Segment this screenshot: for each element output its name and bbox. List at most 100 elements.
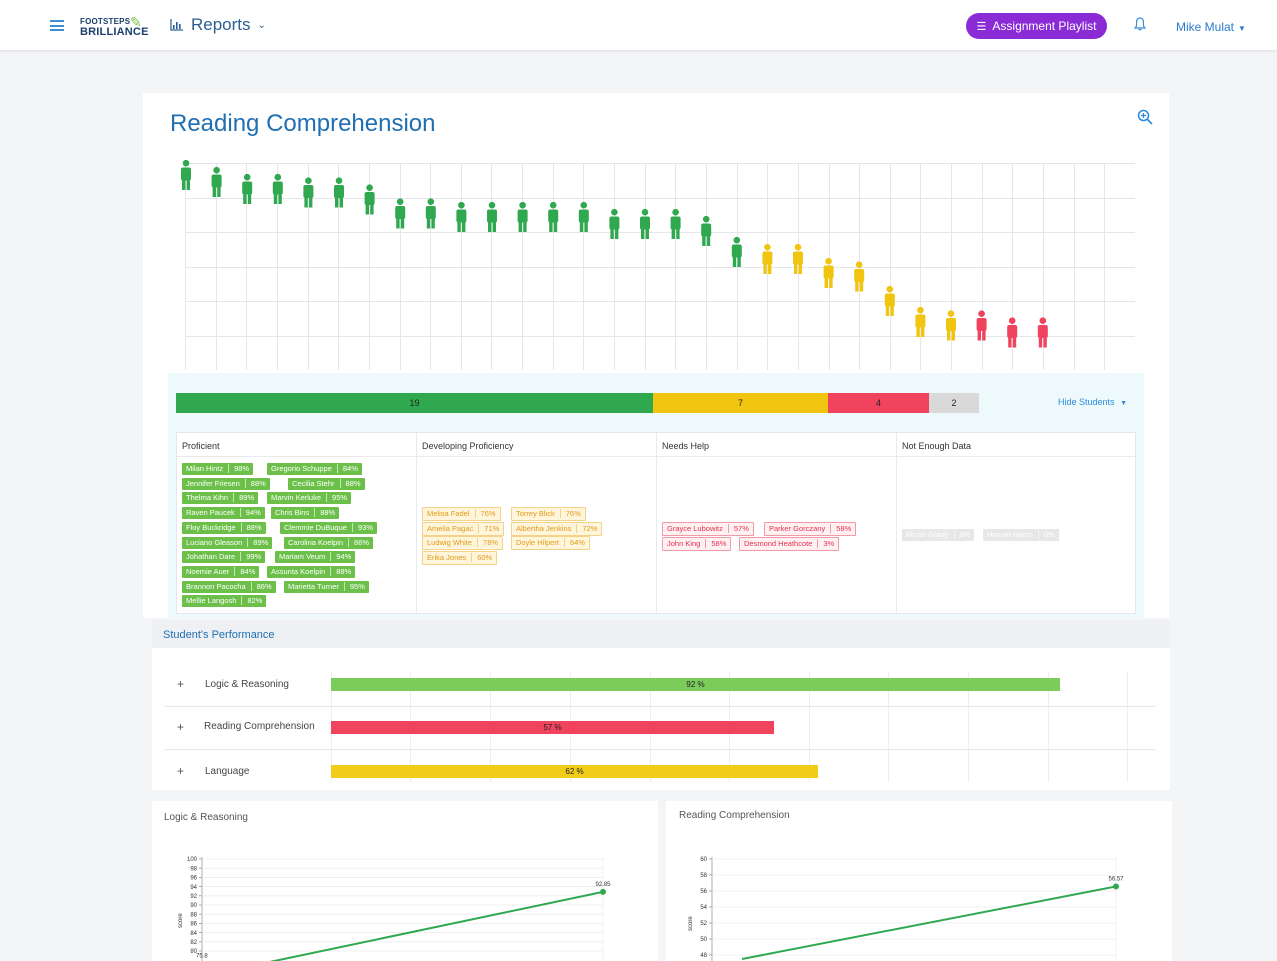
student-score: 93% [351, 522, 373, 532]
student-score: 86% [348, 537, 370, 547]
menu-icon[interactable] [50, 20, 64, 31]
student-chip[interactable]: Hyman Harris 0% [983, 529, 1059, 541]
student-name: Melisa Fadel [427, 509, 470, 518]
student-name: Cecilia Stehr [292, 478, 335, 488]
student-chip[interactable]: Raven Paucek 94% [182, 507, 265, 520]
student-chip[interactable]: Torrey Blick 76% [511, 507, 586, 521]
performance-bar-logic[interactable]: 92 % [331, 678, 1060, 691]
expand-logic-button[interactable]: + [177, 677, 185, 691]
y-tick-label: 48 [700, 953, 707, 959]
data-point[interactable] [600, 888, 606, 895]
student-score: 88% [339, 478, 361, 488]
hide-students-toggle[interactable]: Hide Students ▼ [1058, 397, 1127, 407]
student-chip[interactable]: Luciano Gleason 89% [182, 536, 273, 549]
student-name: Gregorio Schuppe [271, 464, 332, 473]
student-chip[interactable]: John King 58% [662, 536, 732, 551]
student-chip[interactable]: Floy Buckridge 88% [182, 521, 266, 534]
student-score: 84% [336, 464, 358, 473]
summary-bar-needs-help[interactable]: 4 [828, 393, 929, 413]
summary-bar-no-data[interactable]: 2 [929, 393, 979, 413]
student-chip[interactable]: Albertha Jenkins 72% [511, 521, 603, 536]
student-distribution-grid [185, 163, 1135, 370]
student-chip[interactable]: Noemie Auer 84% [182, 565, 260, 578]
bell-icon[interactable] [1133, 17, 1147, 36]
student-chip[interactable]: Carolina Koelpin 86% [284, 536, 374, 549]
series-line [741, 885, 1117, 960]
student-group-table: Proficient Milan Hintz 98% Gregorio Schupp… [176, 432, 1136, 614]
user-menu[interactable]: Mike Mulat ▼ [1176, 20, 1246, 34]
y-tick-label: 50 [700, 937, 707, 943]
student-name: John King [667, 538, 701, 548]
assignment-playlist-button[interactable]: ☰ Assignment Playlist [966, 13, 1107, 39]
student-chip[interactable]: Marvin Kerluke 95% [267, 492, 352, 505]
group-column-developing: Developing Proficiency Melisa Fadel 76% To… [417, 433, 657, 613]
student-chip[interactable]: Milan Hintz 98% [182, 463, 254, 475]
list-icon: ☰ [976, 20, 987, 33]
performance-bar-language[interactable]: 62 % [331, 765, 818, 778]
hide-students-label: Hide Students [1058, 397, 1115, 407]
student-chip[interactable]: Johathan Dare 99% [182, 551, 266, 564]
student-name: Johathan Dare [186, 552, 236, 562]
student-chip[interactable]: Grayce Lubowitz 57% [662, 522, 754, 536]
student-chip[interactable]: Melisa Fadel 76% [422, 507, 501, 521]
student-chip[interactable]: Jennifer Friesen 88% [182, 477, 270, 490]
student-score: 88% [240, 522, 262, 532]
mini-chart-card-reading: Reading Comprehension 60 58 56 54 52 50 48 scor… [666, 801, 1172, 961]
student-chip[interactable]: Brannon Pacocha 86% [182, 580, 276, 593]
data-point[interactable] [1113, 883, 1119, 890]
student-chip[interactable]: Parker Gorczany 58% [764, 522, 857, 536]
student-chip[interactable]: Ludwig White 78% [422, 536, 504, 551]
expand-reading-button[interactable]: + [177, 720, 185, 734]
student-name: Hyman Harris [987, 530, 1033, 539]
expand-language-button[interactable]: + [177, 764, 185, 778]
caret-down-icon: ▼ [1238, 24, 1246, 33]
student-chip[interactable]: Thelma Kihn 89% [182, 492, 259, 505]
data-label: 92.85 [595, 882, 611, 888]
logo-line1: FOOTSTEPS [80, 17, 131, 26]
mini-chart-logic: 100 98 96 94 92 90 88 86 84 82 80 score 92.85 75.8 [178, 857, 611, 961]
student-score: 71% [478, 523, 500, 533]
mini-chart-title-logic: Logic & Reasoning [164, 812, 248, 823]
student-chip[interactable]: Doyle Hilpert 64% [511, 536, 590, 551]
student-chip[interactable]: Mariam Veum 94% [275, 551, 356, 564]
student-chip[interactable]: Mellie Langosh 82% [182, 595, 267, 608]
student-chip[interactable]: Marietta Turner 95% [284, 580, 369, 593]
page-title: Reading Comprehension [170, 110, 436, 137]
student-score: 94% [239, 508, 261, 518]
group-header-proficient: Proficient [182, 441, 220, 451]
reports-menu[interactable]: Reports ⌄ [170, 15, 266, 35]
performance-bar-reading[interactable]: 57 % [331, 721, 774, 734]
student-chip[interactable]: Micah Grady 0% [902, 529, 975, 541]
student-chip[interactable]: Amelia Pagac 71% [422, 521, 505, 536]
mini-chart-card-logic: Logic & Reasoning 100 98 96 94 92 90 88 86 84 82 8… [152, 801, 658, 961]
summary-count-needs-help: 4 [875, 398, 881, 408]
student-chip[interactable]: Cecilia Stehr 88% [288, 477, 365, 490]
student-name: Mellie Langosh [186, 596, 237, 606]
student-score: 72% [576, 523, 598, 533]
student-chip[interactable]: Erika Jones 60% [422, 551, 498, 566]
student-chip[interactable]: Clemmie DuBuque 93% [280, 521, 377, 534]
student-chip[interactable]: Desmond Heathcote 3% [739, 536, 840, 551]
student-name: Raven Paucek [186, 508, 235, 518]
logo[interactable]: FOOTSTEPS BRILLIANCE [80, 17, 149, 38]
student-score: 99% [240, 552, 262, 562]
student-name: Ludwig White [427, 538, 473, 548]
top-bar: FOOTSTEPS BRILLIANCE ✎ Reports ⌄ ☰ Assig… [0, 0, 1277, 51]
zoom-in-icon[interactable] [1137, 109, 1153, 130]
student-score: 64% [563, 538, 585, 548]
summary-bar-developing[interactable]: 7 [653, 393, 828, 413]
student-score: 78% [477, 538, 499, 548]
student-name: Marvin Kerluke [271, 493, 322, 503]
student-chip[interactable]: Chris Bins 88% [271, 507, 340, 520]
mini-chart-title-reading: Reading Comprehension [679, 810, 790, 821]
student-score: 57% [727, 524, 749, 533]
student-name: Clemmie DuBuque [284, 522, 347, 532]
student-score: 0% [953, 530, 971, 539]
group-column-proficient: Proficient Milan Hintz 98% Gregorio Schupp… [177, 433, 417, 613]
summary-bar-proficient[interactable]: 19 [176, 393, 653, 413]
student-chip[interactable]: Assunta Koelpin 88% [267, 565, 356, 578]
student-chip[interactable]: Gregorio Schuppe 84% [267, 463, 362, 475]
y-axis-label: score [178, 913, 184, 928]
y-tick-label: 100 [187, 857, 198, 863]
student-score: 3% [817, 538, 835, 548]
